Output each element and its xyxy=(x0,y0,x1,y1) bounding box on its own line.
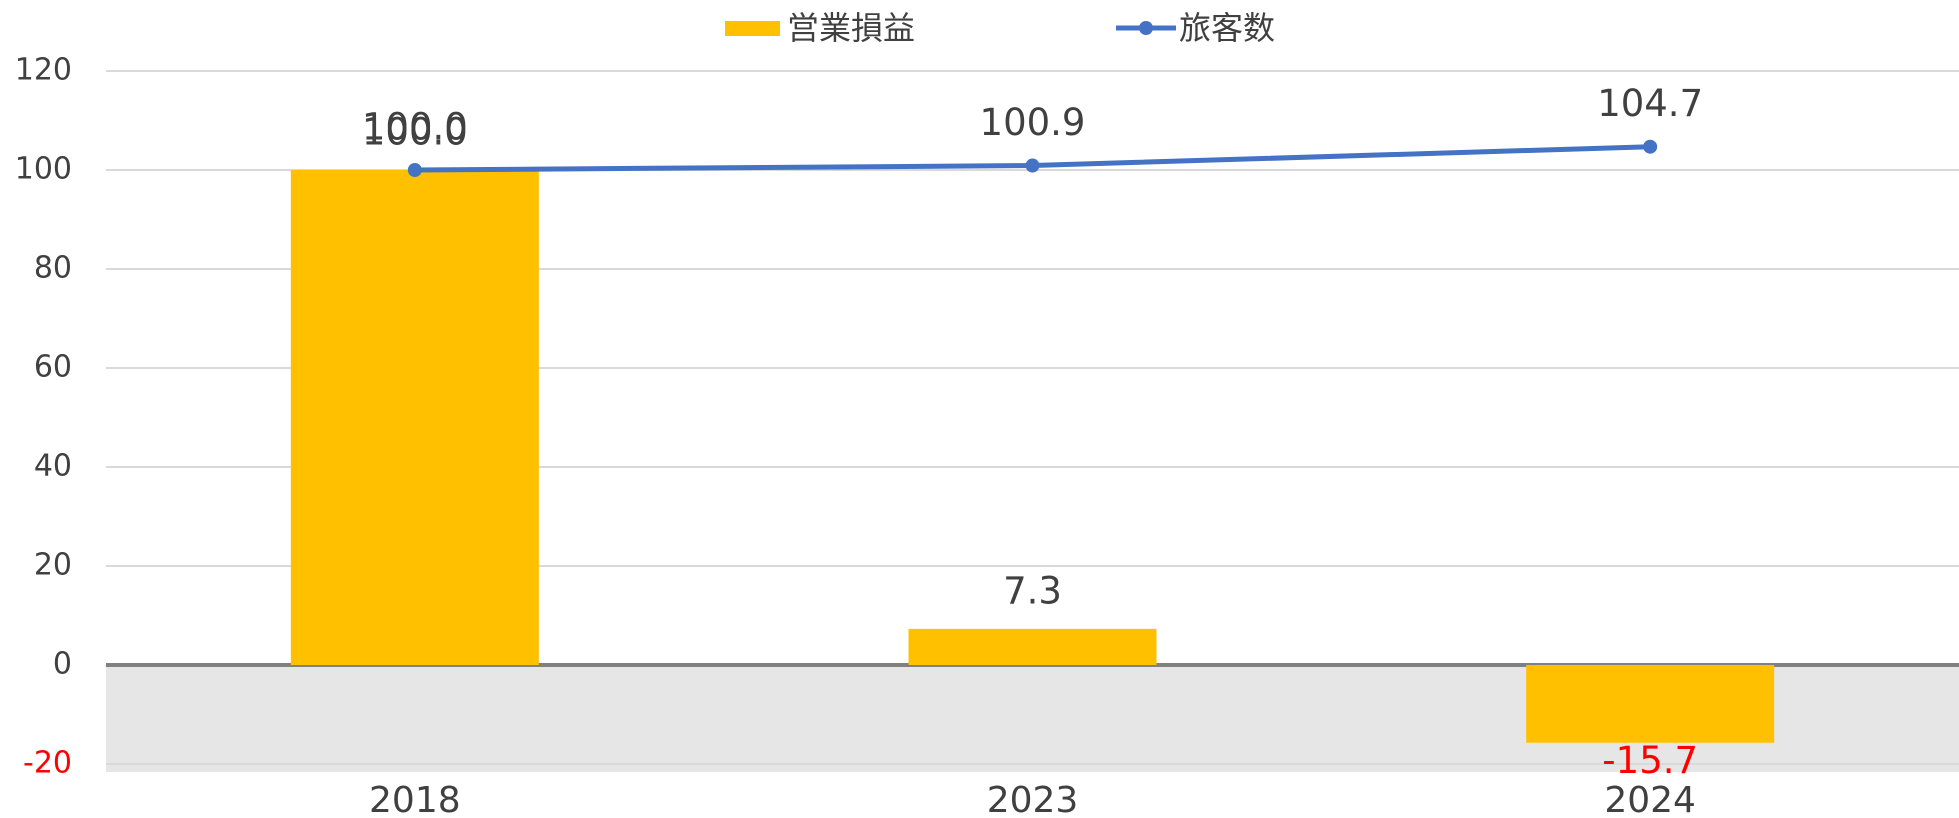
line-value-label: 104.7 xyxy=(1597,82,1703,125)
y-tick-label: 60 xyxy=(34,350,72,385)
line-value-label: 100.0 xyxy=(362,106,468,149)
y-tick-label: 40 xyxy=(34,449,72,484)
line-value-label: 100.9 xyxy=(980,101,1086,144)
y-tick-label: 80 xyxy=(34,251,72,286)
y-tick-label: 100 xyxy=(15,152,72,187)
bar xyxy=(290,170,539,665)
x-tick-label: 2023 xyxy=(987,780,1079,818)
bar xyxy=(908,628,1157,665)
line-point xyxy=(1643,139,1658,154)
legend-label: 旅客数 xyxy=(1179,9,1275,47)
line-point xyxy=(1025,158,1040,173)
y-tick-label: 120 xyxy=(15,53,72,88)
x-tick-label: 2024 xyxy=(1604,780,1696,818)
y-tick-label: 0 xyxy=(53,647,72,682)
bar-value-label: 100.0 xyxy=(362,111,468,154)
bar-value-label: 7.3 xyxy=(1003,569,1062,612)
x-tick-label: 2018 xyxy=(369,780,461,818)
y-tick-label: -20 xyxy=(23,746,72,781)
legend-swatch xyxy=(1139,21,1153,35)
y-tick-label: 20 xyxy=(34,548,72,583)
legend-swatch xyxy=(725,21,780,36)
legend-label: 営業損益 xyxy=(787,9,915,47)
line-point xyxy=(407,163,422,177)
bar-value-label: -15.7 xyxy=(1602,739,1698,782)
bar xyxy=(1526,665,1775,743)
